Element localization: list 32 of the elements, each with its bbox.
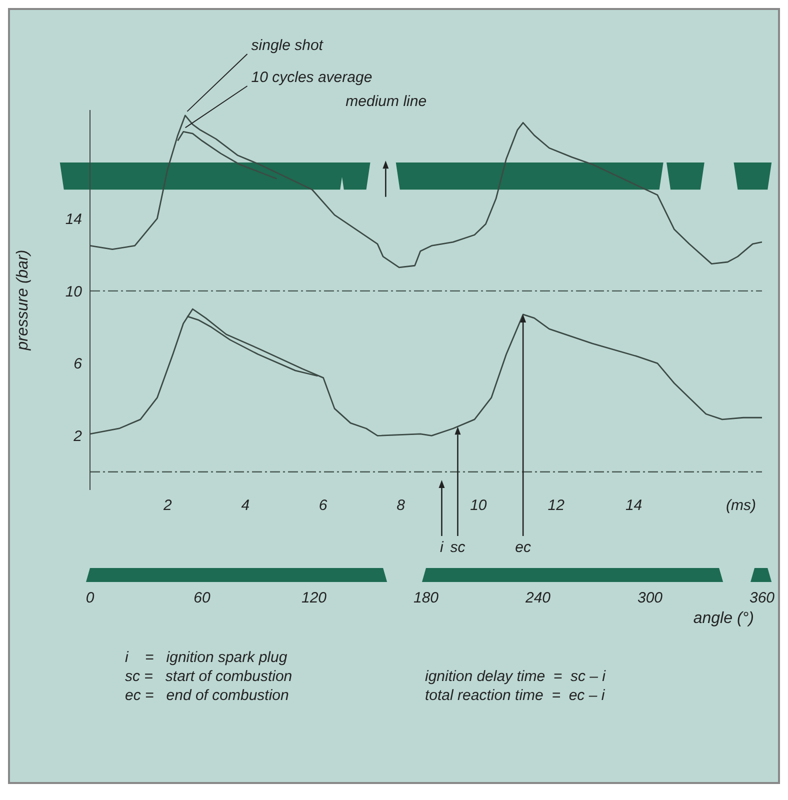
annotation: medium line [346, 93, 427, 110]
x-tick-label: 180 [413, 590, 440, 607]
text: sc = start of combustion [125, 667, 294, 686]
x-tick-label: 60 [194, 590, 211, 607]
text: i = ignition spark plug [125, 648, 288, 667]
x2-tick-label: 4 [241, 497, 250, 514]
y-tick-label: 2 [72, 428, 83, 446]
x2-tick-label: 14 [625, 497, 642, 514]
x2-tick-label: 12 [548, 497, 566, 514]
y-tick-label: 14 [65, 210, 82, 228]
y-axis-title: pressure (bar) [14, 250, 32, 352]
x2-tick-label: 10 [470, 497, 488, 514]
x-tick-label: 360 [749, 590, 776, 607]
text: total reaction time = ec – i [425, 686, 606, 705]
text: ignition delay time = sc – i [425, 667, 606, 686]
x2-tick-label: 6 [318, 497, 328, 514]
text: single shot [251, 37, 324, 54]
text: ec = end of combustion [125, 686, 290, 705]
x-tick-label: 0 [86, 590, 95, 607]
y-tick-label: 6 [74, 356, 83, 373]
text: i [440, 539, 444, 556]
y-tick-label: 10 [65, 283, 83, 300]
x-axis-title: angle (°) [692, 610, 755, 628]
x-tick-label: 300 [637, 590, 664, 607]
x2-tick-label: 2 [162, 497, 173, 514]
x2-tick-label: 8 [396, 497, 406, 514]
x2-axis-title: (ms) [726, 497, 756, 514]
x-tick-label: 120 [301, 590, 328, 607]
text: 10 cycles average [251, 69, 372, 86]
annotation: ec [515, 539, 532, 556]
x-tick-label: 240 [524, 590, 552, 607]
annotation: sc [450, 539, 466, 556]
